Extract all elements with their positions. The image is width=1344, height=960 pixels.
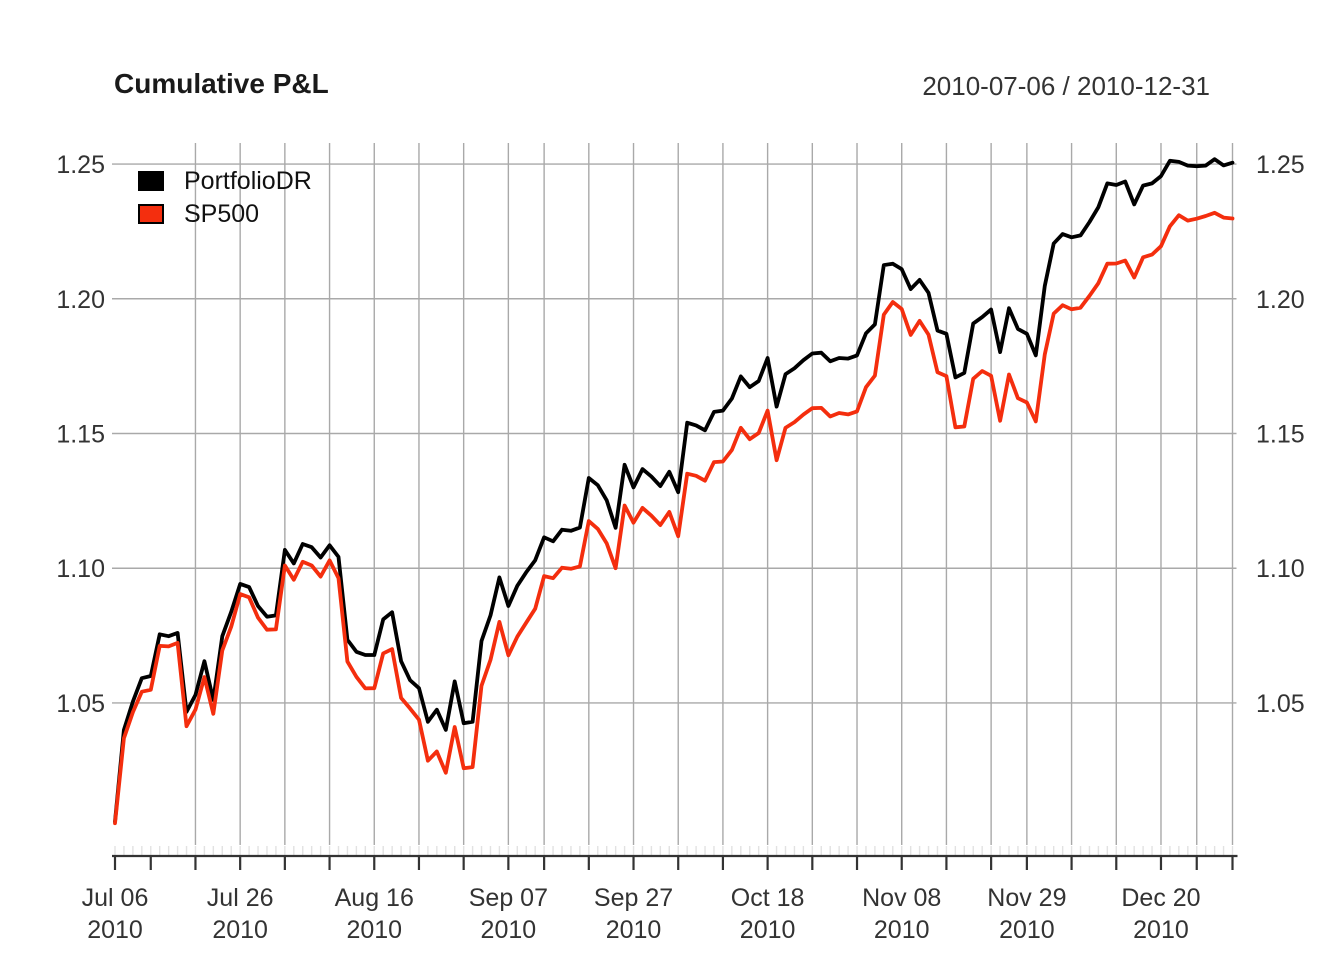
x-axis-label-year: 2010 [346,916,402,944]
portfoliodr-line [113,157,1235,824]
x-axis-label-date: Jul 06 [82,884,149,912]
y-axis-label-right: 1.20 [1256,286,1305,314]
y-axis-label-left: 1.20 [56,286,105,314]
sp500-swatch-icon [138,204,164,224]
x-axis-label-year: 2010 [212,916,268,944]
x-axis-label-year: 2010 [874,916,930,944]
x-axis-label-date: Dec 20 [1121,884,1200,912]
y-axis-label-left: 1.15 [56,421,105,449]
x-axis-label-year: 2010 [606,916,662,944]
y-axis-label-right: 1.25 [1256,151,1305,179]
x-axis-label-date: Oct 18 [731,884,805,912]
legend-label-sp500: SP500 [184,200,260,228]
date-range-label: 2010-07-06 / 2010-12-31 [922,71,1210,101]
y-axis-label-right: 1.15 [1256,421,1305,449]
x-axis-label-year: 2010 [481,916,537,944]
x-axis-label-date: Sep 27 [594,884,673,912]
legend: PortfolioDR SP500 [138,167,312,228]
chart-title: Cumulative P&L [114,68,329,99]
legend-label-portfoliodr: PortfolioDR [184,167,312,195]
x-axis-label-year: 2010 [740,916,796,944]
legend-item-portfoliodr: PortfolioDR [138,167,312,195]
sp500-line [113,210,1235,826]
legend-item-sp500: SP500 [138,200,312,228]
x-axis-label-date: Sep 07 [469,884,548,912]
y-axis-label-right: 1.05 [1256,690,1305,718]
x-axis-label-date: Jul 26 [207,884,274,912]
x-axis-label-date: Aug 16 [335,884,414,912]
y-axis-label-right: 1.10 [1256,555,1305,583]
y-axis-label-left: 1.10 [56,555,105,583]
x-axis-label-year: 2010 [87,916,143,944]
portfoliodr-swatch-icon [138,171,164,191]
x-axis-label-date: Nov 08 [862,884,941,912]
y-axis-label-left: 1.05 [56,690,105,718]
x-axis-label-year: 2010 [999,916,1055,944]
x-axis-label-date: Nov 29 [987,884,1066,912]
x-axis-label-year: 2010 [1133,916,1189,944]
y-axis-label-left: 1.25 [56,151,105,179]
